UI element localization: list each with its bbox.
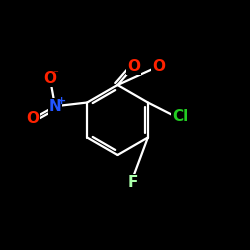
- Text: +: +: [56, 96, 66, 106]
- Text: F: F: [127, 175, 138, 190]
- Text: Cl: Cl: [172, 109, 188, 124]
- Text: N: N: [48, 99, 62, 114]
- Text: O: O: [127, 59, 140, 74]
- Text: ⁻: ⁻: [52, 69, 59, 79]
- Text: O: O: [152, 59, 165, 74]
- Text: O: O: [44, 71, 57, 86]
- Text: O: O: [26, 111, 39, 126]
